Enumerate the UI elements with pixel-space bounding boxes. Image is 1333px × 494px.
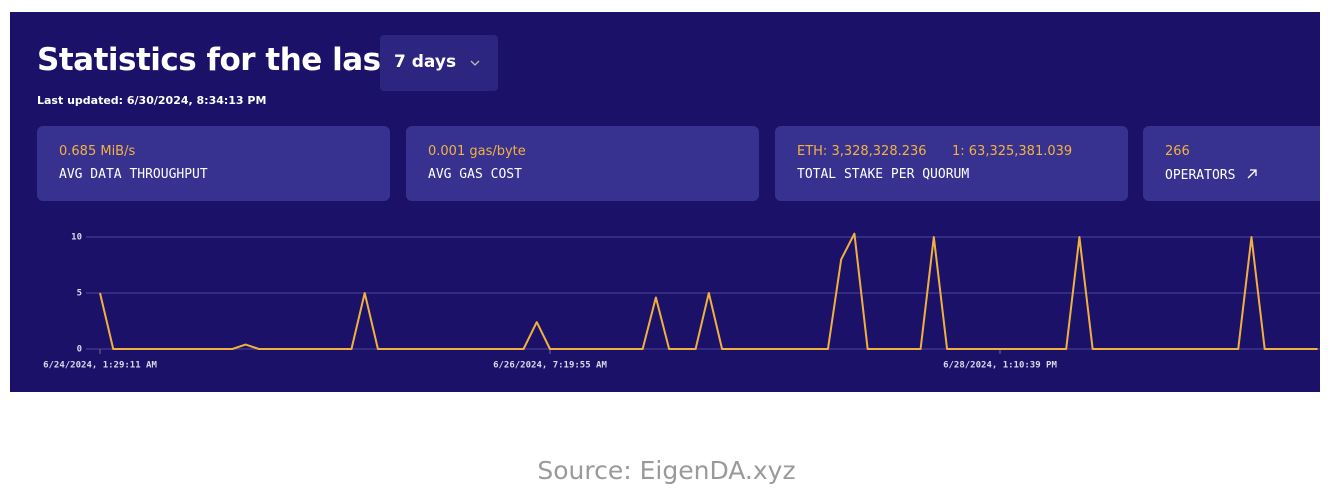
card-label: AVG DATA THROUGHPUT bbox=[59, 167, 208, 182]
card-label-text: OPERATORS bbox=[1165, 168, 1236, 183]
x-tick-label: 6/24/2024, 1:29:11 AM bbox=[43, 361, 157, 371]
stat-card: 0.001 gas/byte AVG GAS COST bbox=[406, 126, 759, 201]
dropdown-label: 7 days bbox=[394, 52, 457, 72]
source-caption: Source: EigenDA.xyz bbox=[537, 456, 796, 485]
last-updated: Last updated: 6/30/2024, 8:34:13 PM bbox=[37, 94, 267, 107]
stats-panel: 0 5 10 6/24/2024, 1:29:11 AM 6/26/2024, 7:19… bbox=[10, 12, 1320, 392]
y-tick-label: 0 bbox=[77, 345, 82, 355]
card-label: AVG GAS COST bbox=[428, 167, 522, 182]
card-value: ETH: 3,328,328.236 bbox=[797, 144, 927, 159]
card-value: 0.685 MiB/s bbox=[59, 144, 136, 159]
x-tick-label: 6/28/2024, 1:10:39 PM bbox=[943, 361, 1057, 371]
y-tick-label: 5 bbox=[77, 289, 82, 299]
stat-card[interactable]: 266 OPERATORS bbox=[1143, 126, 1320, 201]
chart: 0 5 10 6/24/2024, 1:29:11 AM 6/26/2024, 7:19… bbox=[43, 232, 1320, 371]
stat-card: ETH: 3,328,328.236 1: 63,325,381.039 TOT… bbox=[775, 126, 1128, 201]
data-line bbox=[99, 232, 1318, 350]
card-label: TOTAL STAKE PER QUORUM bbox=[797, 167, 970, 182]
chevron-icon bbox=[470, 60, 480, 66]
card-label: OPERATORS bbox=[1165, 167, 1258, 183]
x-tick-label: 6/26/2024, 7:19:55 AM bbox=[493, 361, 607, 371]
external-arrow-icon bbox=[1247, 169, 1257, 179]
card-value: 266 bbox=[1165, 144, 1190, 159]
card-value: 1: 63,325,381.039 bbox=[952, 144, 1073, 159]
title: Statistics for the last bbox=[37, 42, 395, 78]
y-tick-label: 10 bbox=[71, 233, 82, 243]
card-value: 0.001 gas/byte bbox=[428, 144, 526, 159]
stat-card: 0.685 MiB/s AVG DATA THROUGHPUT bbox=[37, 126, 390, 201]
period-dropdown[interactable]: 7 days bbox=[380, 35, 498, 91]
